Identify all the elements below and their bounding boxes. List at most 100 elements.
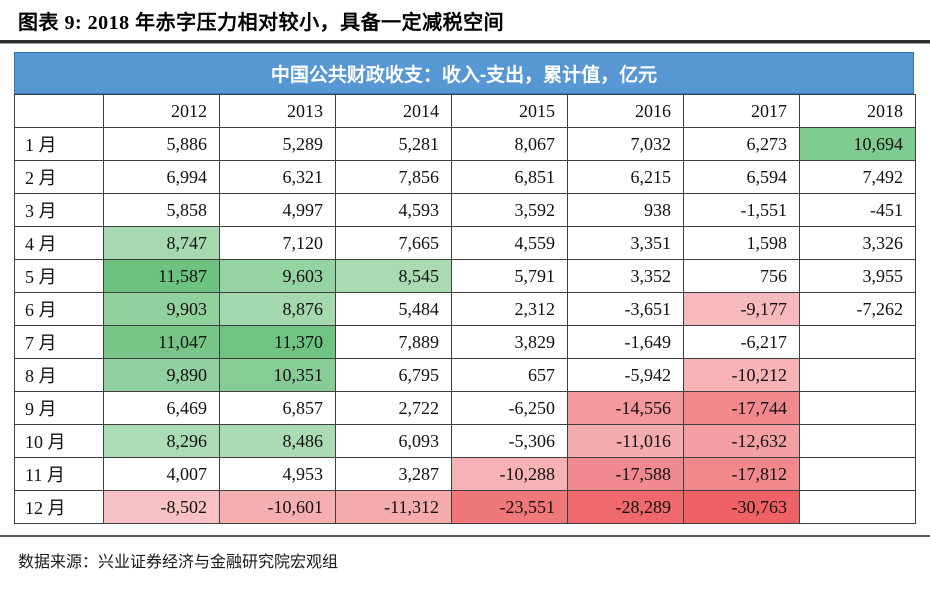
data-cell: -6,217 [683,325,800,359]
year-header-cell: 2018 [799,94,916,128]
data-cell: 9,890 [103,358,220,392]
data-cell: 3,829 [451,325,568,359]
table-row: 10 月 8,296 8,486 6,093 -5,306 -11,016 -12,632 [14,424,916,458]
data-cell [799,457,916,491]
year-header-cell: 2014 [335,94,452,128]
data-cell: -11,312 [335,490,452,524]
bottom-divider [0,535,930,537]
data-cell: 9,603 [219,259,336,293]
data-cell: 7,032 [567,127,684,161]
data-cell: 6,469 [103,391,220,425]
data-cell: 7,856 [335,160,452,194]
data-cell: 5,791 [451,259,568,293]
table-banner: 中国公共财政收支：收入-支出，累计值，亿元 [14,52,914,94]
data-cell: 2,312 [451,292,568,326]
data-cell: 10,351 [219,358,336,392]
data-cell: 10,694 [799,127,916,161]
data-cell: 7,492 [799,160,916,194]
table-row: 2 月 6,994 6,321 7,856 6,851 6,215 6,594 7,492 [14,160,916,194]
page-title: 图表 9: 2018 年赤字压力相对较小，具备一定减税空间 [18,12,505,34]
data-cell: 4,593 [335,193,452,227]
table-row: 9 月 6,469 6,857 2,722 -6,250 -14,556 -17,744 [14,391,916,425]
data-cell: 5,886 [103,127,220,161]
year-header-cell: 2013 [219,94,336,128]
data-cell: -17,588 [567,457,684,491]
month-label: 2 月 [14,160,104,194]
month-label: 5 月 [14,259,104,293]
source-note: 数据来源：兴业证券经济与金融研究院宏观组 [18,554,339,571]
table-row: 4 月 8,747 7,120 7,665 4,559 3,351 1,598 3,326 [14,226,916,260]
data-cell: 5,281 [335,127,452,161]
data-cell: 11,587 [103,259,220,293]
data-cell: -11,016 [567,424,684,458]
data-cell: -9,177 [683,292,800,326]
data-cell: 8,545 [335,259,452,293]
data-cell: 5,289 [219,127,336,161]
data-cell: 6,857 [219,391,336,425]
data-cell: 8,486 [219,424,336,458]
data-cell [799,358,916,392]
data-cell: 4,007 [103,457,220,491]
month-label: 1 月 [14,127,104,161]
data-cell: -30,763 [683,490,800,524]
data-cell: 3,352 [567,259,684,293]
year-header-cell: 2016 [567,94,684,128]
data-cell: -8,502 [103,490,220,524]
year-header-cell: 2017 [683,94,800,128]
data-cell: 6,273 [683,127,800,161]
year-header-row: 2012 2013 2014 2015 2016 2017 2018 [14,94,916,128]
data-cell: 938 [567,193,684,227]
data-cell: 4,953 [219,457,336,491]
data-cell: -10,212 [683,358,800,392]
data-cell: -28,289 [567,490,684,524]
data-cell: 3,351 [567,226,684,260]
data-cell: -3,651 [567,292,684,326]
data-cell: 5,858 [103,193,220,227]
month-label: 10 月 [14,424,104,458]
month-label: 8 月 [14,358,104,392]
data-cell: 6,994 [103,160,220,194]
data-cell: 6,093 [335,424,452,458]
data-cell: 3,326 [799,226,916,260]
data-cell: -17,744 [683,391,800,425]
month-label: 7 月 [14,325,104,359]
data-cell: -17,812 [683,457,800,491]
data-cell: 2,722 [335,391,452,425]
title-divider [0,40,930,44]
data-cell: 7,120 [219,226,336,260]
data-cell: 1,598 [683,226,800,260]
data-cell [799,424,916,458]
data-cell: 6,321 [219,160,336,194]
data-cell: 4,997 [219,193,336,227]
table-row: 5 月 11,587 9,603 8,545 5,791 3,352 756 3,955 [14,259,916,293]
data-cell: -14,556 [567,391,684,425]
data-cell [799,325,916,359]
data-cell: 6,594 [683,160,800,194]
table-row: 6 月 9,903 8,876 5,484 2,312 -3,651 -9,177 -7,26… [14,292,916,326]
data-cell [799,490,916,524]
data-cell: 8,747 [103,226,220,260]
data-cell: 11,047 [103,325,220,359]
data-cell: 3,287 [335,457,452,491]
data-cell: 3,592 [451,193,568,227]
data-cell: 5,484 [335,292,452,326]
data-cell: 657 [451,358,568,392]
data-cell: -1,551 [683,193,800,227]
corner-cell [14,94,104,128]
table-row: 12 月 -8,502 -10,601 -11,312 -23,551 -28,289 -3… [14,490,916,524]
data-cell: -10,601 [219,490,336,524]
data-cell: -6,250 [451,391,568,425]
data-cell: 8,296 [103,424,220,458]
data-cell: 7,889 [335,325,452,359]
data-cell: 8,067 [451,127,568,161]
month-label: 6 月 [14,292,104,326]
data-cell: -23,551 [451,490,568,524]
data-cell: -12,632 [683,424,800,458]
data-cell: -451 [799,193,916,227]
data-cell: 11,370 [219,325,336,359]
table-row: 1 月 5,886 5,289 5,281 8,067 7,032 6,273 10,694 [14,127,916,161]
data-cell: -7,262 [799,292,916,326]
year-header-cell: 2012 [103,94,220,128]
data-cell: 6,851 [451,160,568,194]
